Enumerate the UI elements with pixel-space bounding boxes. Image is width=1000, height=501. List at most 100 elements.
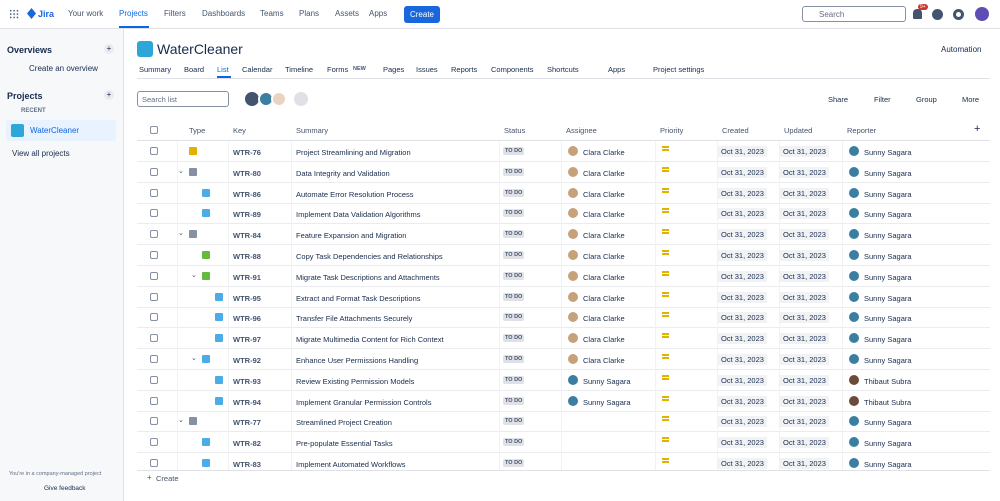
column-header[interactable]: Updated — [784, 126, 813, 135]
checkbox[interactable] — [150, 188, 158, 197]
checkbox[interactable] — [150, 459, 158, 467]
issue-key[interactable]: WTR-89 — [233, 210, 261, 220]
reporter[interactable]: Sunny Sagara — [864, 189, 912, 199]
issue-summary[interactable]: Project Streamlining and Migration — [296, 148, 411, 157]
project-item[interactable]: WaterCleaner — [6, 120, 116, 141]
reporter[interactable]: Sunny Sagara — [864, 252, 912, 261]
tab[interactable]: Project settings — [653, 65, 705, 74]
issue-key[interactable]: WTR-82 — [233, 439, 261, 449]
assignee[interactable]: Sunny Sagara — [583, 376, 631, 386]
group[interactable]: Group — [916, 95, 937, 104]
assignee[interactable]: Sunny Sagara — [583, 397, 631, 407]
add-project[interactable]: + — [104, 90, 114, 100]
tab[interactable]: Components — [491, 65, 534, 74]
view-all-projects[interactable]: View all projects — [12, 149, 70, 158]
issue-summary[interactable]: Copy Task Dependencies and Relationships — [296, 252, 443, 261]
status-lozenge[interactable]: TO DO — [503, 147, 525, 155]
expand-toggle[interactable]: ⌄ — [178, 417, 184, 425]
reporter[interactable]: Sunny Sagara — [864, 231, 912, 241]
reporter[interactable]: Thibaut Subra — [864, 397, 912, 407]
tab[interactable]: Reports — [451, 65, 478, 74]
status-lozenge[interactable]: TO DO — [503, 459, 525, 467]
column-header[interactable]: Reporter — [847, 126, 877, 135]
add-column[interactable]: + — [974, 123, 981, 135]
issue-summary[interactable]: Implement Granular Permission Controls — [296, 397, 432, 407]
nav-item[interactable]: Dashboards — [202, 9, 246, 18]
assignee[interactable]: Clara Clarke — [583, 231, 625, 241]
checkbox[interactable] — [150, 230, 158, 239]
column-header[interactable]: Summary — [296, 126, 329, 135]
create-plus[interactable]: + — [147, 473, 152, 482]
assignee[interactable]: Clara Clarke — [583, 272, 625, 282]
nav-item[interactable]: Apps — [369, 9, 388, 18]
status-lozenge[interactable]: TO DO — [503, 209, 525, 218]
checkbox[interactable] — [150, 251, 158, 259]
status-lozenge[interactable]: TO DO — [503, 334, 525, 343]
status-lozenge[interactable]: TO DO — [503, 396, 525, 405]
tab[interactable]: Board — [184, 65, 205, 74]
checkbox[interactable] — [150, 355, 158, 363]
issue-key[interactable]: WTR-88 — [233, 252, 261, 261]
tab[interactable]: Calendar — [242, 65, 273, 74]
checkbox[interactable] — [150, 147, 158, 155]
column-header[interactable]: Created — [722, 126, 749, 135]
issue-key[interactable]: WTR-95 — [233, 293, 261, 303]
checkbox[interactable] — [150, 396, 158, 405]
issue-key[interactable]: WTR-97 — [233, 335, 261, 345]
reporter[interactable]: Sunny Sagara — [864, 210, 912, 220]
expand-toggle[interactable]: ⌄ — [191, 271, 197, 279]
issue-summary[interactable]: Pre-populate Essential Tasks — [296, 439, 393, 449]
tab[interactable]: List — [217, 65, 229, 74]
notifications[interactable] — [913, 9, 922, 19]
reporter[interactable]: Sunny Sagara — [864, 293, 912, 303]
add-people[interactable] — [294, 92, 308, 106]
assignee[interactable]: Clara Clarke — [583, 335, 625, 345]
create-overview[interactable]: Create an overview — [29, 64, 98, 73]
reporter[interactable]: Sunny Sagara — [864, 418, 912, 428]
issue-key[interactable]: WTR-92 — [233, 356, 261, 365]
reporter[interactable]: Sunny Sagara — [864, 460, 912, 469]
status-lozenge[interactable]: TO DO — [503, 292, 525, 301]
reporter[interactable]: Sunny Sagara — [864, 272, 912, 282]
status-lozenge[interactable]: TO DO — [503, 438, 525, 447]
status-lozenge[interactable]: TO DO — [503, 375, 525, 384]
checkbox[interactable] — [150, 271, 158, 280]
search-list[interactable]: Search list — [137, 91, 229, 107]
status-lozenge[interactable]: TO DO — [503, 251, 525, 259]
nav-item[interactable]: Your work — [68, 9, 104, 18]
issue-key[interactable]: WTR-84 — [233, 231, 261, 241]
issue-summary[interactable]: Streamlined Project Creation — [296, 418, 392, 428]
issue-summary[interactable]: Data Integrity and Validation — [296, 168, 390, 178]
column-header[interactable]: Assignee — [566, 126, 597, 135]
reporter[interactable]: Sunny Sagara — [864, 356, 912, 365]
tab[interactable]: Shortcuts — [547, 65, 579, 74]
assignee[interactable]: Clara Clarke — [583, 356, 625, 365]
reporter[interactable]: Sunny Sagara — [864, 314, 912, 324]
reporter[interactable]: Thibaut Subra — [864, 376, 912, 386]
assignee[interactable]: Clara Clarke — [583, 210, 625, 220]
filter[interactable]: Filter — [874, 95, 891, 104]
nav-item[interactable]: Filters — [164, 9, 186, 18]
checkbox[interactable] — [150, 438, 158, 447]
expand-toggle[interactable]: ⌄ — [191, 355, 197, 362]
nav-item[interactable]: Plans — [299, 9, 320, 18]
help[interactable] — [932, 9, 943, 20]
settings[interactable] — [953, 9, 964, 20]
checkbox[interactable] — [150, 334, 158, 343]
issue-summary[interactable]: Enhance User Permissions Handling — [296, 356, 419, 365]
app-switcher[interactable] — [9, 9, 19, 19]
column-header[interactable]: Type — [189, 126, 206, 135]
assignee[interactable]: Clara Clarke — [583, 252, 625, 261]
reporter[interactable]: Sunny Sagara — [864, 168, 912, 178]
issue-summary[interactable]: Automate Error Resolution Process — [296, 189, 414, 199]
status-lozenge[interactable]: TO DO — [503, 271, 525, 280]
reporter[interactable]: Sunny Sagara — [864, 335, 912, 345]
column-header[interactable]: Key — [233, 126, 246, 135]
issue-key[interactable]: WTR-94 — [233, 397, 261, 407]
checkbox[interactable] — [150, 209, 158, 218]
checkbox[interactable] — [150, 417, 158, 426]
issue-key[interactable]: WTR-96 — [233, 314, 261, 324]
status-lozenge[interactable]: TO DO — [503, 355, 525, 363]
assignee[interactable]: Clara Clarke — [583, 314, 625, 324]
issue-key[interactable]: WTR-80 — [233, 168, 261, 178]
